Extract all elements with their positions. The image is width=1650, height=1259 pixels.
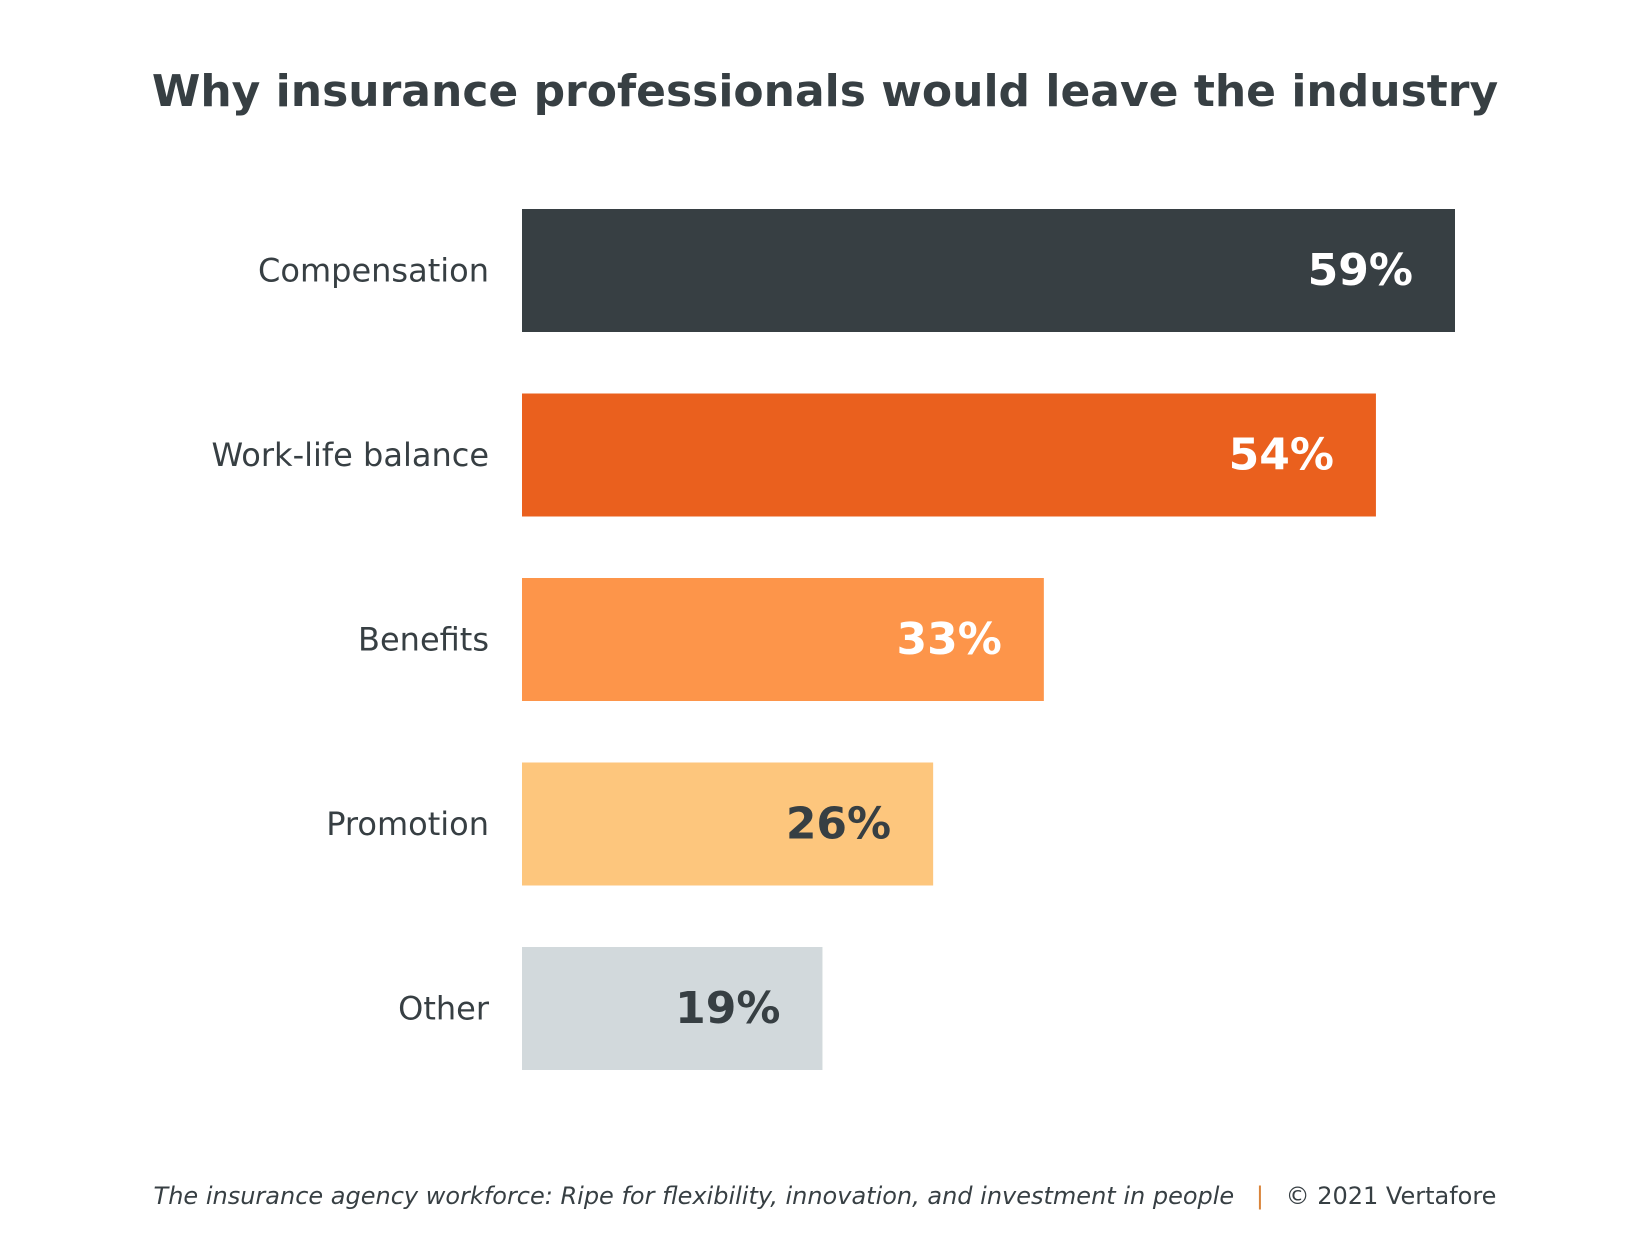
category-label: Compensation	[258, 252, 489, 290]
category-label: Benefits	[358, 621, 489, 659]
source-citation: The insurance agency workforce: Ripe for…	[153, 1182, 1235, 1210]
category-label: Promotion	[326, 805, 489, 843]
chart-title: Why insurance professionals would leave …	[151, 66, 1499, 117]
bar	[522, 393, 1376, 517]
data-label: 19%	[675, 983, 780, 1034]
bar	[522, 762, 934, 886]
bar	[522, 947, 823, 1070]
bar	[522, 578, 1044, 701]
copyright-notice: © 2021 Vertafore	[1285, 1182, 1497, 1210]
bar	[522, 209, 1455, 332]
category-label: Other	[398, 990, 490, 1028]
footer-divider: |	[1255, 1182, 1264, 1210]
data-label: 33%	[897, 614, 1002, 665]
data-label: 59%	[1308, 245, 1413, 296]
category-label: Work-life balance	[212, 436, 489, 474]
data-label: 26%	[786, 799, 891, 850]
data-label: 54%	[1229, 430, 1334, 481]
footer: The insurance agency workforce: Ripe for…	[0, 1176, 1650, 1216]
